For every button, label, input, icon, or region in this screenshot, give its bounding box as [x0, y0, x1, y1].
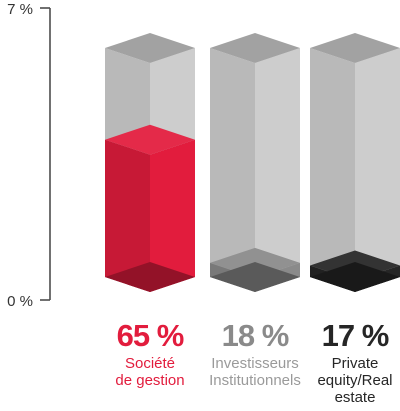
- bar-fill-right-face: [150, 139, 195, 292]
- bar-ghost-right-face: [255, 48, 300, 292]
- y-tick-label-top: 7 %: [7, 1, 33, 18]
- y-tick-label-bottom: 0 %: [7, 293, 33, 310]
- bar-base-face: [310, 262, 400, 292]
- bar-value-label: 18 %: [222, 318, 289, 353]
- category-label: Institutionnels: [209, 372, 301, 389]
- bar-1: [105, 33, 195, 292]
- bar-ghost-right-face: [355, 48, 400, 292]
- category-label: de gestion: [115, 372, 184, 389]
- bars: [105, 33, 400, 292]
- bar-base-face: [105, 262, 195, 292]
- bar-3: [310, 33, 400, 292]
- bar-fill-left-face: [105, 139, 150, 292]
- bar-ghost-top-face: [105, 33, 195, 63]
- category-label: estate: [335, 389, 376, 406]
- bar-ghost-top-face: [210, 33, 300, 63]
- bar-value-label: 65 %: [117, 318, 184, 353]
- category-label: Investisseurs: [211, 355, 299, 372]
- category-label: Société: [125, 355, 175, 372]
- bar-ghost-left-face: [210, 48, 255, 292]
- bar-base-face: [210, 262, 300, 292]
- bar-ghost-top-face: [310, 33, 400, 63]
- bar-2: [210, 33, 300, 292]
- bar-value-label: 17 %: [322, 318, 389, 353]
- bar-fill-top-face: [105, 124, 195, 155]
- category-label: Private: [332, 355, 379, 372]
- category-label: equity/Real: [317, 372, 392, 389]
- y-axis: 7 % 0 %: [7, 1, 51, 310]
- bar-ghost-left-face: [310, 48, 355, 292]
